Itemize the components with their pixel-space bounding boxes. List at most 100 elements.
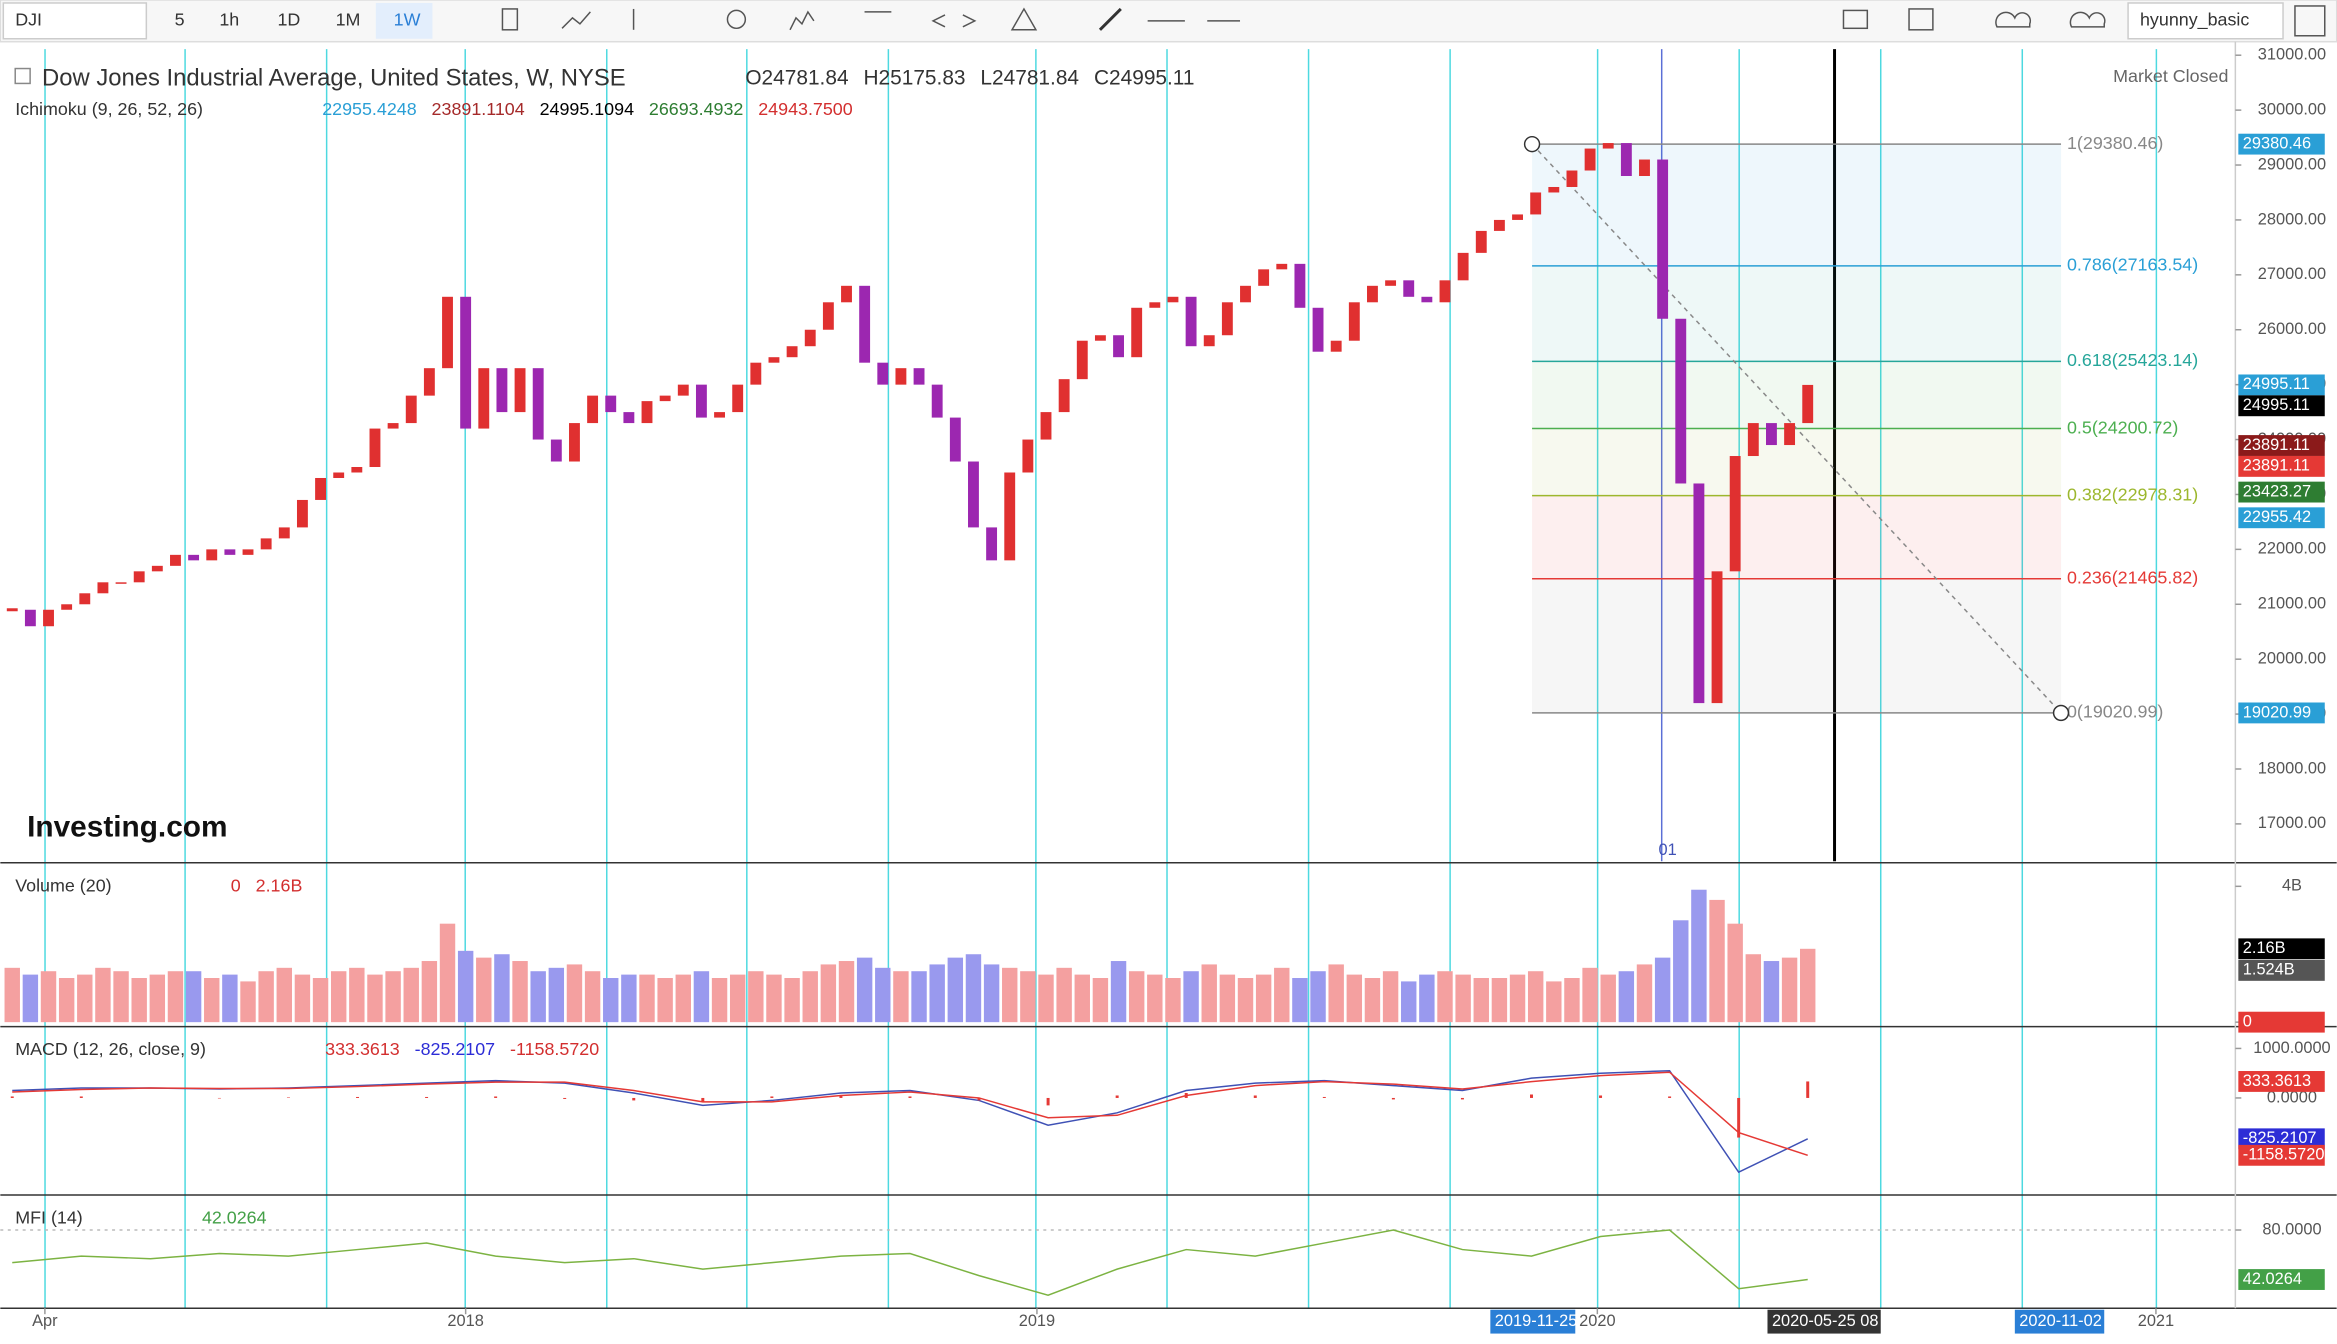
price-tag: 23891.11 [2243,436,2310,454]
candle [1294,263,1306,308]
candle [133,571,145,583]
candle [1385,280,1397,286]
interval[interactable]: 1W [394,10,421,30]
symbol[interactable]: DJI [15,10,42,30]
interval[interactable]: 5 [175,10,185,30]
volume-bar [240,981,256,1023]
candle [841,285,852,303]
volume-bar [1636,964,1653,1023]
price-tag-bg [2238,507,2325,529]
user[interactable]: hyunny_basic [2140,10,2249,31]
y-tick-label: 21000.00 [2258,595,2326,613]
fib-label: 0.236(21465.82) [2067,567,2198,587]
volume-bar [1310,971,1326,1023]
user-box[interactable] [2127,2,2284,40]
candle [641,401,653,424]
price-tag: 0 [2243,1012,2252,1030]
candle [822,302,834,330]
macd-histogram [632,1097,636,1101]
candle [1076,340,1088,380]
interval[interactable]: 1M [336,10,361,30]
candle [369,428,381,468]
volume-bar [1401,981,1417,1023]
candle [1203,335,1215,347]
volume-bar [349,967,365,1023]
volume-bar [476,957,492,1023]
candle [260,538,272,550]
volume-bar [1654,957,1671,1023]
candle [1620,143,1632,177]
volume-bar [784,978,800,1023]
candle [242,549,254,555]
candle [1330,340,1342,352]
candle [659,395,671,402]
x-tick-label: Apr [32,1312,58,1330]
volume-bar [1473,978,1489,1023]
volume-bar [222,974,238,1023]
candle [315,477,326,500]
candle [1584,148,1596,171]
candle [1058,379,1070,413]
volume-bar [1727,923,1743,1023]
macd-histogram [1599,1095,1603,1098]
candle [405,395,417,424]
legend-text: MACD (12, 26, close, 9) [15,1039,206,1059]
fib-zone [1532,265,2062,362]
volume-bar [929,964,945,1023]
candle [206,549,218,561]
price-tag-bg [2238,1071,2325,1092]
volume-bar [58,978,75,1023]
candle [1657,159,1669,319]
volume-bar [421,961,438,1023]
volume-bar [1582,967,1598,1023]
fib-zone [1532,144,2062,266]
indicator-value: 24943.7500 [758,99,852,119]
toolbar-icons[interactable] [501,5,2326,37]
y-tick-label: 27000.00 [2258,265,2326,283]
volume-bar [820,964,837,1023]
interval[interactable]: 1h [219,10,239,30]
y-tick-label: 17000.00 [2258,814,2326,832]
volume-bar [566,964,583,1023]
volume-bar [1673,920,1689,1023]
interval[interactable]: 1D [277,10,300,30]
macd-histogram [494,1096,498,1098]
macd-histogram [839,1095,843,1098]
candle [968,461,979,528]
legend-text: 42.0264 [202,1208,267,1228]
macd-histogram [908,1096,912,1098]
market-status: Market Closed [2113,66,2228,86]
volume-bar [1328,964,1344,1023]
price-tag: 19020.99 [2243,703,2311,721]
volume-bar [1165,978,1181,1023]
date-tag: 2019-11-25 [1495,1312,1578,1330]
candle [986,527,998,561]
candle [1276,263,1288,270]
candle [587,395,599,424]
volume-bar [512,961,528,1023]
volume-bar [95,967,111,1023]
candle [1221,302,1233,336]
y-tick-label: 1000.0000 [2253,1039,2330,1057]
fib-label: 0.5(24200.72) [2067,417,2178,437]
legend-text: 2.16B [256,875,303,895]
candle [496,368,508,413]
volume-bar [1038,974,1054,1023]
ohlc-value: L24781.84 [980,66,1079,89]
price-tag: 22955.42 [2243,508,2311,526]
macd-histogram [1668,1096,1672,1098]
symbol-box[interactable] [2,2,148,40]
volume-bar [911,971,927,1023]
legend-text: 0 [231,875,241,895]
volume-bar [1147,974,1163,1023]
macd-histogram [79,1096,83,1098]
volume-bar [675,974,691,1023]
price-tag-bg [2238,435,2325,456]
price-tag-bg [2238,133,2325,155]
macd-histogram [701,1097,705,1102]
fib-zone [1532,495,2062,579]
candle [1548,186,1560,193]
volume-bar [1110,961,1127,1023]
candle [1094,335,1106,341]
